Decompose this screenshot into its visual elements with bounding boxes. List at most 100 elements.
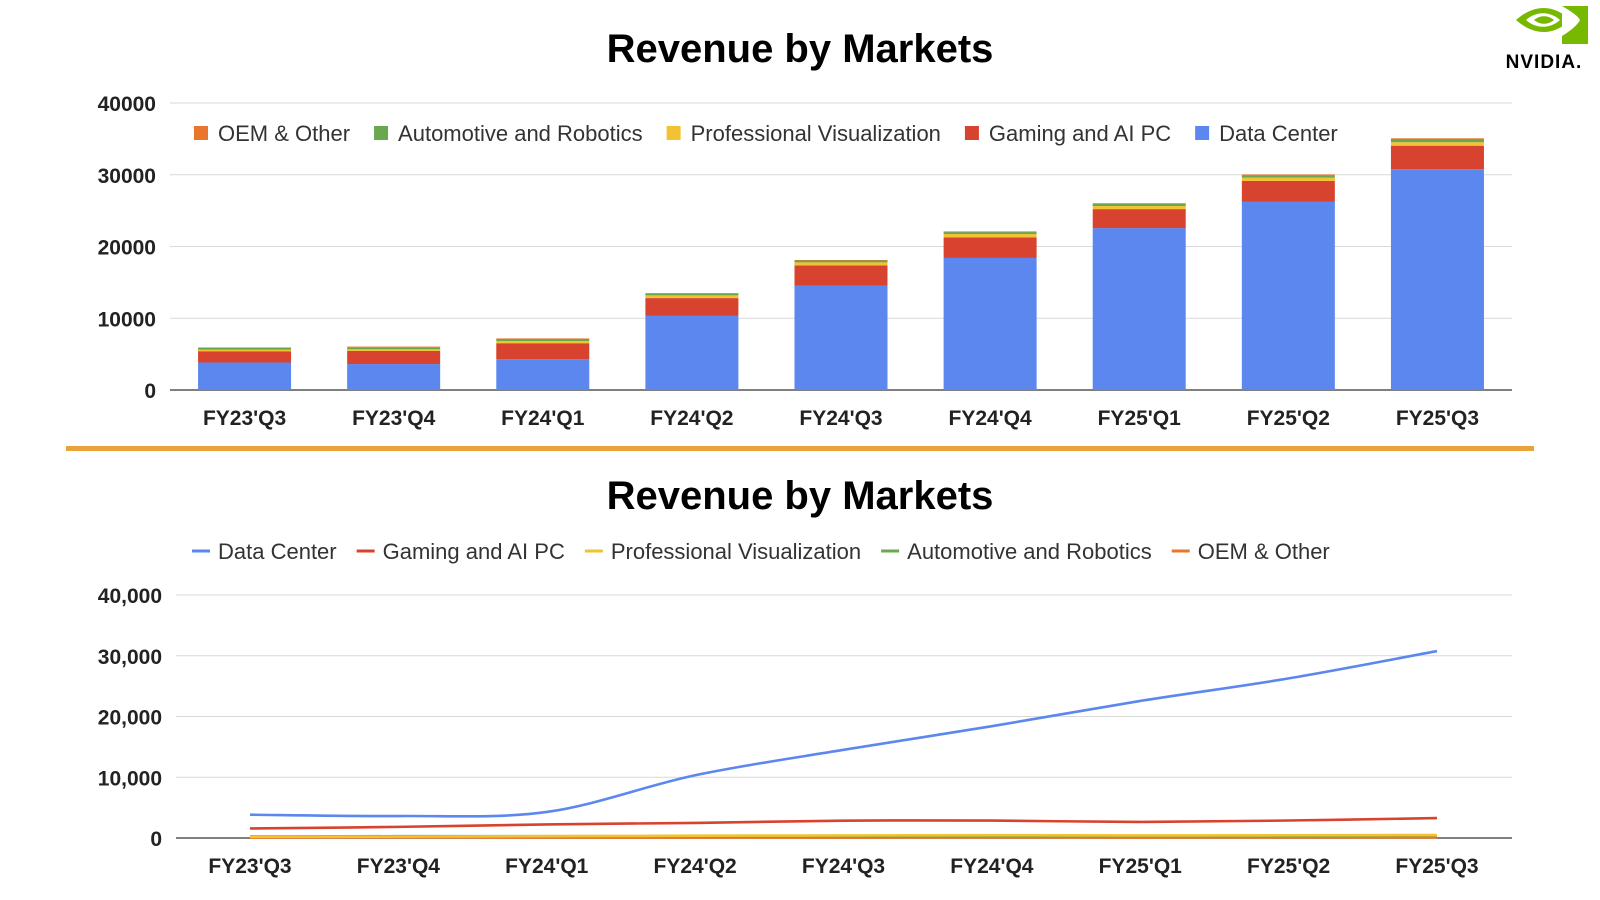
bar-legend-label-data-center: Data Center <box>1219 121 1338 146</box>
bar-segment-gaming-and-ai-pc <box>794 265 888 286</box>
bar-x-tick-label: FY24'Q4 <box>949 407 1033 430</box>
section-divider <box>66 446 1534 451</box>
bar-segment-automotive-and-robotics <box>347 347 441 350</box>
line-x-tick-label: FY23'Q3 <box>208 855 291 878</box>
line-legend-label-automotive-and-robotics: Automotive and Robotics <box>907 539 1152 564</box>
bar-y-tick-label: 30000 <box>98 165 156 188</box>
bar-segment-data-center <box>1390 169 1484 390</box>
line-legend-label-gaming-and-ai-pc: Gaming and AI PC <box>383 539 565 564</box>
line-x-tick-label: FY25'Q1 <box>1099 855 1183 878</box>
bar-segment-gaming-and-ai-pc <box>496 343 590 360</box>
bar-segment-data-center <box>645 315 739 390</box>
bar-segment-oem-other <box>645 293 739 294</box>
line-x-tick-label: FY24'Q3 <box>802 855 885 878</box>
line-x-tick-label: FY23'Q4 <box>357 855 441 878</box>
line-x-tick-label: FY24'Q2 <box>654 855 737 878</box>
line-x-tick-label: FY25'Q2 <box>1247 855 1330 878</box>
nvidia-wordmark: NVIDIA. <box>1506 52 1583 73</box>
line-y-tick-label: 0 <box>150 828 162 851</box>
bar-segment-oem-other <box>943 231 1037 233</box>
bar-legend-swatch-automotive-and-robotics <box>374 126 389 140</box>
line-legend-label-data-center: Data Center <box>218 539 337 564</box>
bar-segment-gaming-and-ai-pc <box>347 350 441 365</box>
nvidia-logo: NVIDIA. <box>1506 6 1588 73</box>
bar-legend-label-professional-visualization: Professional Visualization <box>691 121 941 146</box>
bar-segment-professional-visualization <box>347 349 441 351</box>
bar-segment-oem-other <box>1092 203 1186 204</box>
bar-segment-professional-visualization <box>496 341 590 344</box>
bar-segment-gaming-and-ai-pc <box>1390 145 1484 170</box>
bar-legend-swatch-data-center <box>1195 126 1210 140</box>
bar-segment-professional-visualization <box>198 349 292 352</box>
bar-segment-automotive-and-robotics <box>1390 138 1484 143</box>
line-legend-label-oem-other: OEM & Other <box>1198 539 1330 564</box>
line-series-gaming-and-ai-pc <box>249 816 1438 830</box>
bar-legend-label-gaming-and-ai-pc: Gaming and AI PC <box>989 121 1171 146</box>
bar-segment-data-center <box>198 362 292 390</box>
bar-legend-swatch-professional-visualization <box>666 126 681 140</box>
bar-segment-professional-visualization <box>794 262 888 266</box>
bar-segment-oem-other <box>1390 138 1484 139</box>
bar-x-tick-label: FY25'Q1 <box>1098 407 1182 430</box>
bar-segment-data-center <box>794 285 888 390</box>
bar-segment-gaming-and-ai-pc <box>1241 180 1335 202</box>
nvidia-eye-icon <box>1516 6 1588 44</box>
bar-segment-automotive-and-robotics <box>496 338 590 342</box>
bar-legend-swatch-oem-other <box>194 126 208 140</box>
bar-segment-gaming-and-ai-pc <box>198 351 292 363</box>
line-x-tick-label: FY24'Q4 <box>950 855 1034 878</box>
line-series-data-center <box>249 649 1438 818</box>
bar-segment-data-center <box>496 359 590 390</box>
bar-y-tick-label: 20000 <box>98 237 156 260</box>
bar-chart-title: Revenue by Markets <box>607 27 994 71</box>
bar-segment-automotive-and-robotics <box>1241 175 1335 178</box>
bar-segment-automotive-and-robotics <box>943 232 1037 235</box>
bar-x-tick-label: FY23'Q4 <box>352 407 436 430</box>
bar-legend-swatch-gaming-and-ai-pc <box>964 126 979 140</box>
stacked-bar-chart: Revenue by Markets 0 10000 20000 30000 40000… <box>98 27 1512 430</box>
bar-segment-oem-other <box>496 338 590 339</box>
bar-segment-automotive-and-robotics <box>198 347 292 350</box>
bar-legend-label-oem-other: OEM & Other <box>218 121 350 146</box>
bar-segment-data-center <box>1241 201 1335 390</box>
line-legend-label-professional-visualization: Professional Visualization <box>611 539 861 564</box>
line-chart: Revenue by Markets 0 10,000 20,000 30,000 40… <box>98 474 1512 878</box>
line-chart-title: Revenue by Markets <box>607 474 994 518</box>
bar-segment-automotive-and-robotics <box>1092 203 1186 207</box>
bar-segment-oem-other <box>794 259 888 261</box>
bar-segment-gaming-and-ai-pc <box>943 237 1037 258</box>
bar-x-tick-label: FY24'Q3 <box>799 407 882 430</box>
line-y-tick-label: 40,000 <box>98 585 162 608</box>
bar-x-tick-label: FY23'Q3 <box>203 407 286 430</box>
bar-segment-gaming-and-ai-pc <box>1092 209 1186 229</box>
bar-x-tick-label: FY25'Q3 <box>1396 407 1479 430</box>
bar-segment-data-center <box>1092 228 1186 390</box>
bar-y-tick-label: 40000 <box>98 93 156 116</box>
line-series-professional-visualization <box>249 833 1438 839</box>
bar-segment-oem-other <box>198 347 292 348</box>
bar-x-tick-label: FY25'Q2 <box>1247 407 1330 430</box>
bar-segment-professional-visualization <box>1241 177 1335 181</box>
bar-segment-oem-other <box>347 346 441 348</box>
bar-legend-label-automotive-and-robotics: Automotive and Robotics <box>398 121 643 146</box>
bar-segment-data-center <box>943 257 1037 390</box>
bar-segment-professional-visualization <box>943 234 1037 238</box>
bar-segment-data-center <box>347 364 441 390</box>
bar-segment-gaming-and-ai-pc <box>645 298 739 316</box>
bar-segment-automotive-and-robotics <box>794 260 888 263</box>
bar-y-tick-label: 10000 <box>98 308 156 331</box>
bar-segment-oem-other <box>1241 174 1335 176</box>
bar-x-tick-label: FY24'Q1 <box>501 407 585 430</box>
bar-segment-professional-visualization <box>1390 142 1484 146</box>
line-x-tick-label: FY25'Q3 <box>1395 855 1478 878</box>
bar-segment-professional-visualization <box>1092 206 1186 210</box>
line-y-tick-label: 30,000 <box>98 646 162 669</box>
bar-segment-professional-visualization <box>645 295 739 299</box>
line-y-tick-label: 20,000 <box>98 707 162 730</box>
bar-y-tick-label: 0 <box>144 380 156 403</box>
line-y-tick-label: 10,000 <box>98 767 162 790</box>
bar-x-tick-label: FY24'Q2 <box>650 407 733 430</box>
line-x-tick-label: FY24'Q1 <box>505 855 589 878</box>
bar-segment-automotive-and-robotics <box>645 293 739 296</box>
